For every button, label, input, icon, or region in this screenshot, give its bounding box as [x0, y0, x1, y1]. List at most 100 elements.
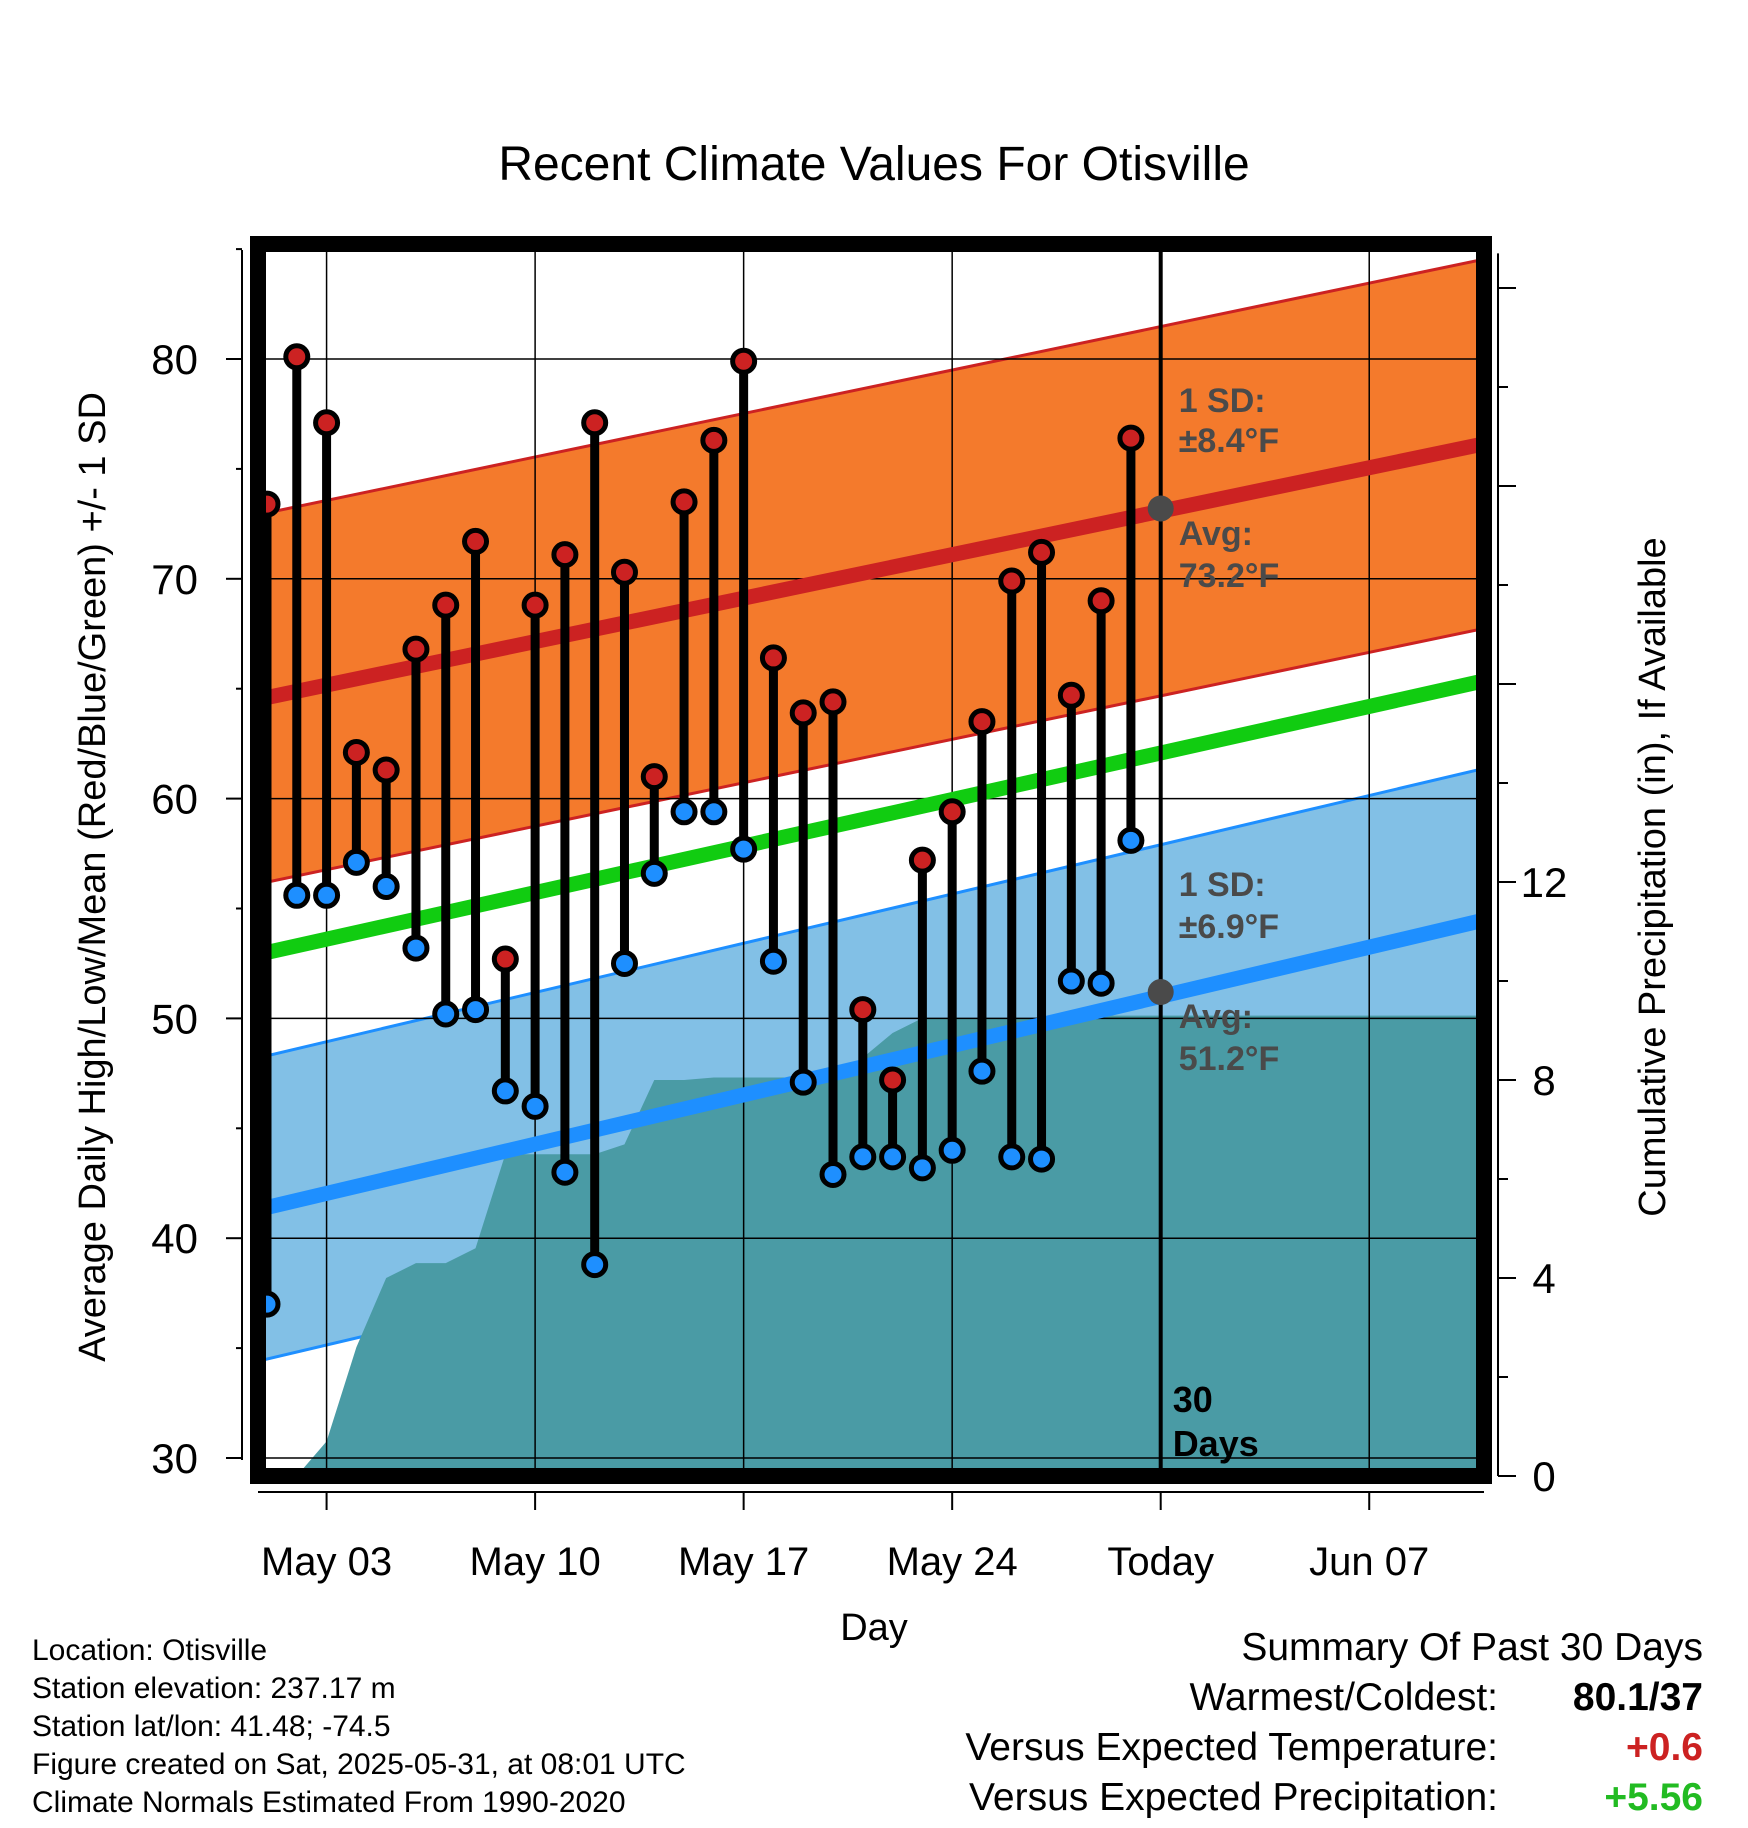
y2-tick-label: 12: [1521, 859, 1568, 906]
low-marker: [521, 1092, 549, 1120]
low-marker: [342, 848, 370, 876]
high-marker: [938, 798, 966, 826]
low-marker: [1028, 1145, 1056, 1173]
low-marker: [968, 1057, 996, 1085]
precip-label: Versus Expected Precipitation:: [969, 1776, 1498, 1819]
low-marker: [670, 798, 698, 826]
precip-area: [267, 1015, 1484, 1476]
low-marker: [432, 1000, 460, 1028]
today-days-word: Days: [1173, 1423, 1259, 1464]
low-marker: [759, 947, 787, 975]
low-avg-value: 51.2°F: [1179, 1040, 1280, 1078]
warmest-value: 80.1/37: [1572, 1676, 1703, 1719]
low-avg-marker: [1147, 979, 1174, 1006]
high-marker: [402, 635, 430, 663]
high-avg-title: Avg:: [1179, 515, 1253, 553]
x-axis-label: Day: [840, 1607, 908, 1649]
high-marker: [1087, 587, 1115, 615]
high-avg-line: [258, 436, 1484, 707]
low-sd-title: 1 SD:: [1179, 866, 1266, 904]
low-marker: [581, 1251, 609, 1279]
created-text: Figure created on Sat, 2025-05-31, at 08…: [32, 1748, 686, 1781]
latlon-text: Station lat/lon: 41.48; -74.5: [32, 1710, 391, 1743]
summary-warmest-row: Warmest/Coldest: 80.1/37: [1190, 1676, 1703, 1720]
low-marker: [938, 1136, 966, 1164]
mean-avg-line: [258, 673, 1484, 962]
y-tick-label: 30: [151, 1435, 198, 1482]
low-marker: [789, 1068, 817, 1096]
low-marker: [372, 873, 400, 901]
y2-tick-label: 0: [1532, 1453, 1555, 1500]
low-sd-value: ±6.9°F: [1179, 908, 1279, 946]
high-marker: [789, 699, 817, 727]
high-sd-title: 1 SD:: [1179, 382, 1266, 420]
warmest-label: Warmest/Coldest:: [1189, 1676, 1498, 1719]
low-marker: [551, 1158, 579, 1186]
high-marker: [432, 591, 460, 619]
temp-value: +0.6: [1626, 1726, 1703, 1769]
high-marker: [849, 996, 877, 1024]
high-marker: [342, 738, 370, 766]
y-tick-label: 60: [151, 776, 198, 823]
high-marker: [521, 591, 549, 619]
y-tick-label: 80: [151, 336, 198, 383]
y2-tick-label: 4: [1532, 1255, 1555, 1302]
low-marker: [491, 1077, 519, 1105]
high-avg-value: 73.2°F: [1179, 557, 1280, 595]
y2-tick-label: 8: [1532, 1057, 1555, 1104]
high-lower-edge: [258, 626, 1484, 886]
high-marker: [700, 426, 728, 454]
high-marker: [759, 644, 787, 672]
normals-text: Climate Normals Estimated From 1990-2020: [32, 1786, 626, 1819]
y2-axis-label: Cumulative Precipitation (in), If Availa…: [1632, 537, 1674, 1216]
high-sd-value: ±8.4°F: [1179, 422, 1279, 460]
high-marker: [372, 756, 400, 784]
chart-title: Recent Climate Values For Otisville: [498, 138, 1249, 191]
low-marker: [1057, 967, 1085, 995]
y-tick-label: 40: [151, 1215, 198, 1262]
precip-value: +5.56: [1604, 1776, 1703, 1819]
high-marker: [730, 347, 758, 375]
low-marker: [462, 996, 490, 1024]
high-marker: [879, 1066, 907, 1094]
low-marker: [879, 1143, 907, 1171]
low-marker: [610, 949, 638, 977]
low-marker: [700, 798, 728, 826]
high-marker: [968, 708, 996, 736]
high-marker: [462, 527, 490, 555]
x-tick-label: May 03: [261, 1540, 392, 1584]
high-marker: [998, 567, 1026, 595]
x-tick-label: Jun 07: [1309, 1540, 1429, 1584]
summary-title: Summary Of Past 30 Days: [1241, 1626, 1703, 1669]
low-marker: [402, 934, 430, 962]
high-marker: [1028, 538, 1056, 566]
location-text: Location: Otisville: [32, 1634, 268, 1667]
summary-temp-row: Versus Expected Temperature: +0.6: [965, 1726, 1703, 1770]
low-marker: [283, 881, 311, 909]
high-marker: [610, 558, 638, 586]
elevation-text: Station elevation: 237.17 m: [32, 1672, 396, 1705]
low-marker: [908, 1154, 936, 1182]
low-marker: [730, 835, 758, 863]
high-marker: [551, 541, 579, 569]
low-marker: [313, 881, 341, 909]
low-marker: [1117, 826, 1145, 854]
high-marker: [1117, 424, 1145, 452]
low-marker: [640, 859, 668, 887]
y-tick-label: 70: [151, 556, 198, 603]
high-marker: [313, 409, 341, 437]
y-tick-label: 50: [151, 995, 198, 1042]
low-avg-line: [258, 912, 1484, 1217]
plot-frame: [250, 236, 1492, 1484]
high-marker: [581, 409, 609, 437]
high-marker: [1057, 681, 1085, 709]
summary-precip-row: Versus Expected Precipitation: +5.56: [969, 1776, 1703, 1820]
high-marker: [908, 846, 936, 874]
plot-area: [258, 244, 1484, 1476]
low-marker: [1087, 969, 1115, 997]
high-upper-edge: [258, 257, 1484, 517]
x-tick-label: May 10: [470, 1540, 601, 1584]
x-tick-label: May 17: [678, 1540, 809, 1584]
x-tick-label: May 24: [887, 1540, 1018, 1584]
high-marker: [283, 343, 311, 371]
